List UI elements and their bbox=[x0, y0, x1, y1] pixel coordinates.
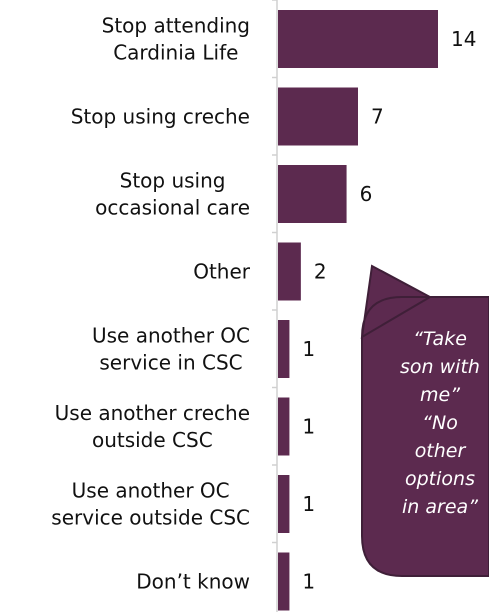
bar-5 bbox=[278, 320, 290, 378]
category-label: Use another creche bbox=[55, 401, 250, 425]
bar-7 bbox=[278, 475, 290, 533]
bar-1 bbox=[278, 10, 438, 68]
value-label: 7 bbox=[371, 105, 384, 129]
bars-layer bbox=[278, 10, 438, 611]
callout-line: options bbox=[405, 468, 475, 490]
value-label: 14 bbox=[451, 27, 476, 51]
value-label: 2 bbox=[314, 260, 327, 284]
callout-line: me” bbox=[420, 384, 460, 406]
bar-4 bbox=[278, 242, 301, 301]
callout-line: “Take bbox=[413, 328, 467, 350]
callout-bubble: “Take son with me” “No other options in area” bbox=[360, 264, 489, 577]
category-label: service in CSC bbox=[99, 351, 242, 375]
value-label: 1 bbox=[302, 492, 315, 516]
category-label: outside CSC bbox=[92, 428, 213, 452]
bar-2 bbox=[278, 87, 358, 146]
value-label: 1 bbox=[302, 570, 315, 594]
category-label: Don’t know bbox=[136, 570, 250, 594]
callout-line: “No bbox=[422, 412, 458, 434]
category-label: Other bbox=[193, 260, 251, 284]
category-label: Stop using creche bbox=[71, 105, 250, 129]
callout-text: “Take son with me” “No other options in area” bbox=[400, 328, 480, 518]
category-label: Stop attending bbox=[102, 14, 250, 38]
category-label: occasional care bbox=[95, 196, 250, 220]
category-label: Use another OC bbox=[92, 324, 250, 348]
callout-line: other bbox=[415, 440, 467, 462]
callout-line: in area” bbox=[402, 496, 478, 518]
category-label: Cardinia Life bbox=[113, 41, 238, 65]
value-label: 6 bbox=[360, 182, 373, 206]
category-label: Stop using bbox=[120, 169, 226, 193]
value-label: 1 bbox=[302, 337, 315, 361]
bar-3 bbox=[278, 165, 347, 223]
bar-6 bbox=[278, 397, 290, 456]
callout-line: son with bbox=[400, 356, 480, 378]
category-label: Use another OC bbox=[72, 479, 230, 503]
value-label: 1 bbox=[302, 415, 315, 439]
value-labels-layer: 14 7 6 2 1 1 1 1 bbox=[302, 27, 476, 594]
callout-shape bbox=[360, 264, 489, 577]
bar-8 bbox=[278, 552, 290, 611]
axis-layer bbox=[272, 0, 278, 612]
category-labels-layer: Stop attending Cardinia Life Stop using cr… bbox=[51, 14, 250, 594]
category-label: service outside CSC bbox=[51, 506, 250, 530]
